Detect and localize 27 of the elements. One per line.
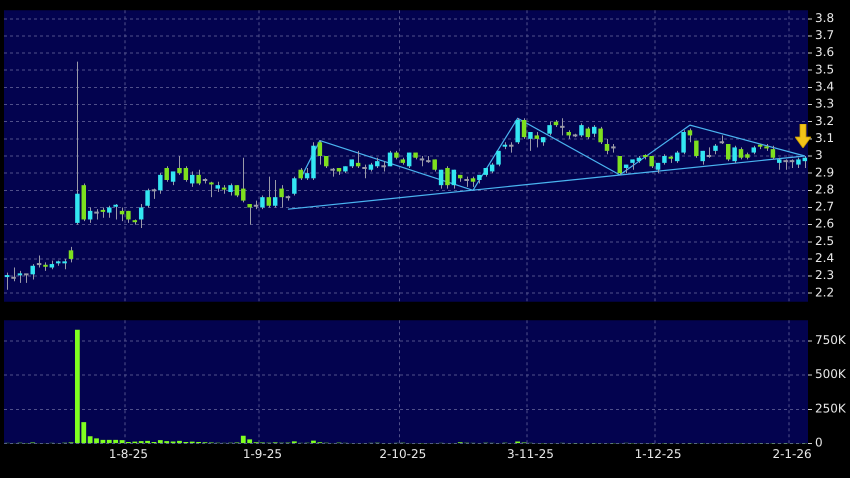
y-tick-label: 3.5 bbox=[815, 62, 834, 76]
y-tick-label: 2.7 bbox=[815, 200, 834, 214]
y-tick-label: 3.3 bbox=[815, 96, 834, 111]
y-tick-label: 3.8 bbox=[815, 10, 834, 25]
y-tick-label: 250K bbox=[815, 401, 847, 416]
y-tick-label: 2.8 bbox=[815, 182, 834, 196]
x-tick-label: 1-9-25 bbox=[242, 446, 282, 461]
y-tick-label: 2.9 bbox=[815, 165, 834, 180]
y-tick-label: 2.2 bbox=[815, 285, 834, 300]
y-tick-label: 750K bbox=[815, 332, 847, 347]
y-tick-label: 3 bbox=[815, 148, 823, 162]
x-tick-label: 2-10-25 bbox=[379, 446, 426, 461]
y-tick-label: 3.1 bbox=[815, 130, 834, 145]
y-tick-label: 500K bbox=[815, 367, 847, 382]
y-tick-label: 2.3 bbox=[815, 268, 834, 282]
y-tick-label: 0 bbox=[815, 436, 823, 450]
x-tick-label: 1-8-25 bbox=[108, 446, 148, 461]
y-tick-label: 3.6 bbox=[815, 45, 834, 60]
x-tick-label: 2-1-26 bbox=[772, 446, 812, 461]
y-tick-label: 2.6 bbox=[815, 216, 834, 231]
y-tick-label: 2.5 bbox=[815, 234, 834, 248]
x-tick-label: 1-12-25 bbox=[634, 446, 682, 461]
y-tick-label: 3.2 bbox=[815, 114, 834, 128]
y-tick-label: 3.7 bbox=[815, 28, 834, 42]
y-tick-label: 3.4 bbox=[815, 80, 834, 94]
x-tick-label: 3-11-25 bbox=[507, 446, 554, 461]
y-tick-label: 2.4 bbox=[815, 251, 834, 266]
